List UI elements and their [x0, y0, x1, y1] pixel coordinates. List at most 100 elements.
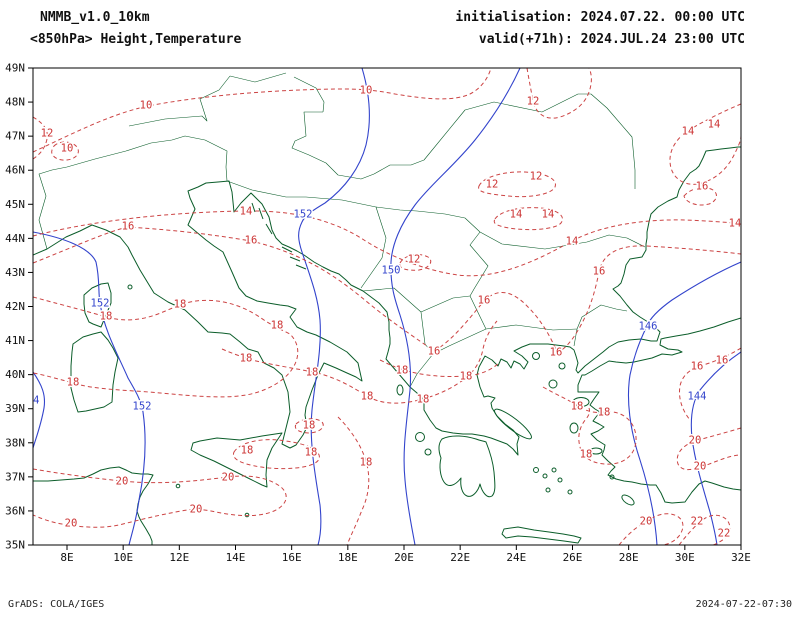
island-kos [609, 474, 615, 480]
temp-contour-label: 18 [396, 365, 409, 377]
island-elba [127, 284, 133, 290]
lat-label: 38N [5, 436, 25, 449]
island-cyclades-1 [533, 467, 539, 473]
island-sardinia [70, 331, 119, 413]
temp-contour-label: 18 [361, 391, 374, 403]
coast-north-africa [33, 466, 154, 545]
map-geometry [298, 68, 370, 545]
island-corfu [396, 384, 404, 396]
map-geometry [669, 103, 741, 185]
islands-dalmatia [251, 202, 307, 270]
island-lesbos [572, 397, 590, 407]
lat-label: 44N [5, 232, 25, 245]
temp-contour-label: 20 [116, 476, 129, 488]
valid-time: valid(+71h): 2024.JUL.24 23:00 UTC [479, 32, 745, 47]
map-geometry [373, 93, 636, 189]
map-geometry [33, 226, 741, 353]
island-cyclades-2 [542, 473, 548, 479]
init-time: initialisation: 2024.07.22. 00:00 UTC [455, 10, 745, 25]
map-geometry [478, 171, 556, 198]
temp-contour-label: 18 [460, 371, 473, 383]
temp-contour-label: 16 [696, 181, 709, 193]
lon-label: 12E [169, 551, 189, 564]
height-contour-label: 152 [133, 401, 152, 413]
lon-label: 8E [60, 551, 73, 564]
lat-label: 35N [5, 539, 25, 552]
temp-contour-label: 18 [100, 311, 113, 323]
map-geometry [33, 371, 46, 449]
map-geometry [233, 439, 320, 470]
height-contour-label: 150 [382, 265, 401, 277]
lat-label: 48N [5, 96, 25, 109]
height-contour-label: 152 [91, 298, 110, 310]
coastlines [33, 146, 741, 545]
map-geometry [390, 68, 521, 545]
grads-credit: GrADS: COLA/IGES [8, 599, 104, 610]
map-geometry [229, 72, 287, 83]
temp-contour-label: 14 [510, 209, 523, 221]
temp-contour-label: 16 [478, 295, 491, 307]
lon-label: 28E [619, 551, 639, 564]
map-geometry [337, 416, 370, 545]
lat-label: 46N [5, 164, 25, 177]
temp-contour-label: 12 [530, 171, 543, 183]
temp-contour-label: 20 [65, 518, 78, 530]
map-geometry [493, 207, 563, 231]
map-geometry [542, 386, 637, 465]
temp-contour-label: 18 [598, 407, 611, 419]
latitude-axis-labels: 49N 48N 47N 46N 45N 44N 43N 42N 41N 40N 39N 38N 37N 3… [5, 62, 25, 552]
lat-label: 42N [5, 300, 25, 313]
island-zakynthos [424, 448, 432, 456]
temp-contour-label: 12 [41, 128, 54, 140]
map-geometry [683, 187, 717, 206]
temp-contour-label: 14 [729, 218, 742, 230]
temp-contour-label: 16 [593, 266, 606, 278]
map-geometry [33, 231, 146, 545]
map-geometry [33, 296, 299, 398]
lon-label: 30E [675, 551, 695, 564]
map-geometry [573, 328, 578, 347]
map-geometry [678, 514, 731, 545]
lat-label: 43N [5, 266, 25, 279]
lon-label: 24E [506, 551, 526, 564]
island-malta [244, 512, 250, 518]
map-geometry [291, 111, 375, 180]
temp-contour-label: 20 [222, 472, 235, 484]
island-kefalonia [415, 432, 425, 442]
temp-contour-label: 18 [67, 377, 80, 389]
temp-contour-label: 10 [61, 143, 74, 155]
field-name: <850hPa> Height,Temperature [30, 32, 241, 47]
lat-label: 47N [5, 130, 25, 143]
temp-contour-label: 22 [691, 516, 704, 528]
temperature-contour-labels: 10 10 10 12 12 12 12 12 14 14 14 14 14 14 14 16 16 16 16 16… [39, 83, 742, 541]
map-geometry [627, 261, 741, 545]
island-crete [501, 526, 582, 544]
lon-label: 16E [282, 551, 302, 564]
lat-label: 45N [5, 198, 25, 211]
island-corsica [83, 282, 112, 328]
temp-contour-label: 16 [245, 235, 258, 247]
map-geometry [221, 320, 498, 404]
temp-contour-label: 14 [566, 236, 579, 248]
temp-contour-label: 14 [240, 206, 253, 218]
map-geometry [399, 254, 432, 271]
map-geometry [51, 141, 79, 161]
temp-contour-label: 16 [550, 347, 563, 359]
map-geometry [690, 351, 741, 545]
height-contour-label: 154 [21, 395, 40, 407]
island-limnos [548, 379, 558, 389]
lat-label: 41N [5, 334, 25, 347]
temp-contour-label: 20 [694, 461, 707, 473]
temp-contour-label: 18 [306, 367, 319, 379]
map-geometry [420, 295, 471, 313]
island-pantelleria [175, 483, 181, 489]
temp-contour-label: 18 [417, 394, 430, 406]
island-samothraki [558, 362, 566, 370]
map-geometry [33, 68, 492, 153]
island-rhodes [621, 494, 635, 506]
temp-contour-label: 18 [360, 457, 373, 469]
temp-contour-label: 14 [708, 119, 721, 131]
map-geometry [33, 210, 741, 277]
map-geometry [576, 304, 628, 330]
